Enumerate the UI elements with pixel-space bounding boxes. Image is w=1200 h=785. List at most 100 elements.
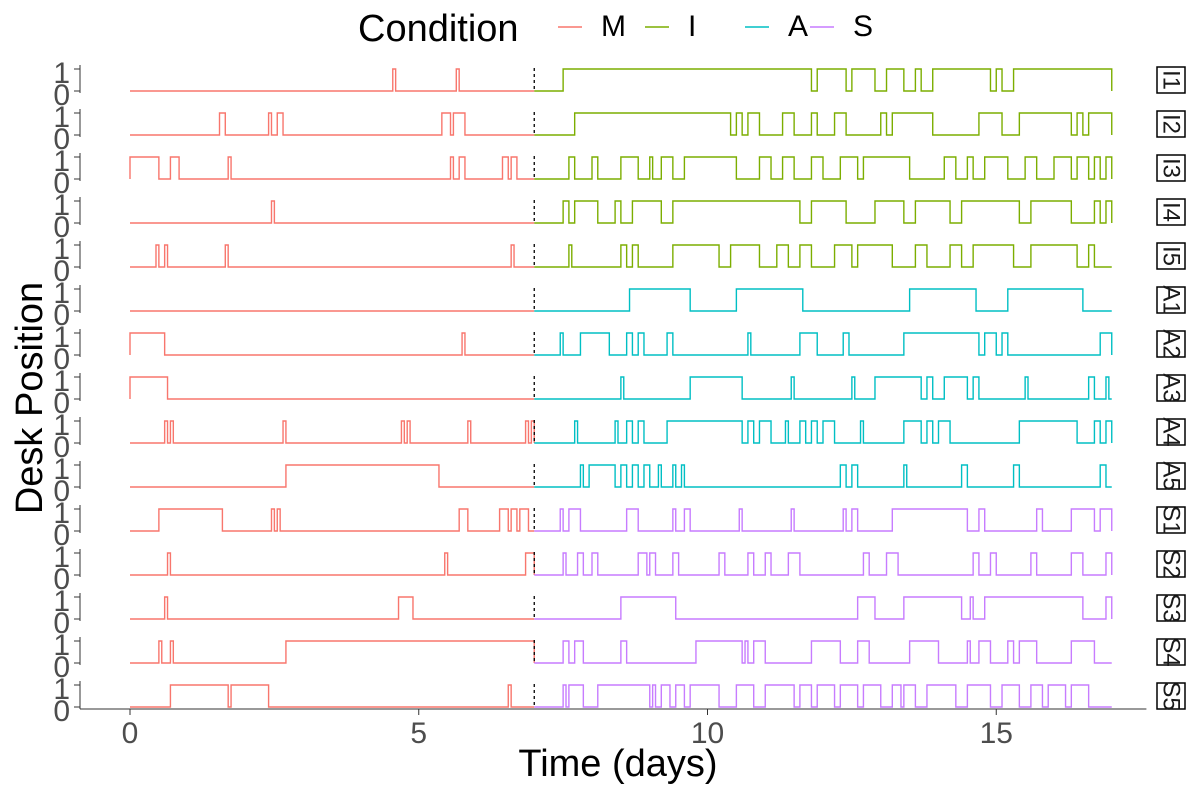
y-tick-label-1: 1 bbox=[53, 57, 70, 90]
panel-S4: 10 S4 bbox=[53, 629, 1186, 684]
strip-box bbox=[1156, 682, 1186, 710]
strip-label: I2 bbox=[1158, 114, 1185, 134]
y-tick-label-1: 1 bbox=[53, 409, 70, 442]
strip-A2: A2 bbox=[1156, 329, 1186, 359]
strip-I3: I3 bbox=[1156, 154, 1186, 182]
strip-label: S4 bbox=[1158, 637, 1185, 666]
panel-S2: 10 S2 bbox=[53, 541, 1186, 596]
series-M-S1 bbox=[130, 508, 535, 532]
strip-label: A2 bbox=[1158, 329, 1185, 358]
strip-label: A4 bbox=[1158, 417, 1185, 446]
strip-I4: I4 bbox=[1156, 198, 1186, 226]
x-axis: 0 5 10 15 bbox=[79, 681, 1147, 750]
strip-A4: A4 bbox=[1156, 417, 1186, 447]
panel-I4: 10 I4 bbox=[53, 189, 1186, 244]
series-M-S4 bbox=[130, 640, 535, 664]
y-tick-label-1: 1 bbox=[53, 629, 70, 662]
legend: Condition M I A S bbox=[358, 8, 873, 50]
strip-A1: A1 bbox=[1156, 285, 1186, 315]
y-tick-label-0: 0 bbox=[53, 519, 70, 552]
panel-S1: 10 S1 bbox=[53, 497, 1186, 552]
series-M-I1 bbox=[130, 68, 535, 92]
strip-label: A3 bbox=[1158, 373, 1185, 402]
y-tick-label-1: 1 bbox=[53, 453, 70, 486]
strip-S5: S5 bbox=[1156, 681, 1186, 711]
panel-I5: 10 I5 bbox=[53, 233, 1186, 288]
y-tick-label-0: 0 bbox=[53, 607, 70, 640]
strip-A3: A3 bbox=[1156, 373, 1186, 403]
y-tick-label-1: 1 bbox=[53, 145, 70, 178]
y-tick-label-1: 1 bbox=[53, 101, 70, 134]
series-I-I4 bbox=[534, 200, 1113, 224]
strip-box bbox=[1156, 506, 1186, 534]
strip-box bbox=[1156, 286, 1186, 314]
strip-box bbox=[1156, 462, 1186, 490]
y-tick-label-0: 0 bbox=[53, 255, 70, 288]
strip-box bbox=[1156, 594, 1186, 622]
strip-box bbox=[1156, 110, 1186, 138]
series-S-S4 bbox=[534, 640, 1112, 664]
series-M-I5 bbox=[130, 244, 535, 268]
x-axis-title: Time (days) bbox=[518, 743, 717, 785]
series-A-A1 bbox=[534, 288, 1112, 312]
strip-I1: I1 bbox=[1156, 66, 1186, 94]
strip-box bbox=[1156, 154, 1186, 182]
series-S-S2 bbox=[534, 552, 1113, 576]
series-M-A2 bbox=[129, 332, 535, 356]
series-S-S3 bbox=[534, 596, 1113, 620]
x-tick-label-0: 0 bbox=[122, 717, 139, 750]
y-tick-label-1: 1 bbox=[53, 673, 70, 706]
strip-S2: S2 bbox=[1156, 549, 1186, 579]
y-tick-label-1: 1 bbox=[53, 321, 70, 354]
strip-box bbox=[1156, 374, 1186, 402]
strip-label: I3 bbox=[1158, 158, 1185, 178]
series-M-S5 bbox=[130, 684, 535, 708]
y-tick-label-0: 0 bbox=[53, 563, 70, 596]
series-M-S2 bbox=[130, 552, 535, 576]
strip-label: A1 bbox=[1158, 285, 1185, 314]
y-tick-label-0: 0 bbox=[53, 79, 70, 112]
y-tick-label-0: 0 bbox=[53, 651, 70, 684]
y-tick-label-1: 1 bbox=[53, 585, 70, 618]
strip-label: S2 bbox=[1158, 549, 1185, 578]
y-tick-label-0: 0 bbox=[53, 695, 70, 728]
series-I-I3 bbox=[534, 156, 1113, 180]
legend-label-S: S bbox=[853, 10, 873, 43]
strip-I2: I2 bbox=[1156, 110, 1186, 138]
panel-A4: 10 A4 bbox=[53, 409, 1186, 464]
panel-A1: 10 A1 bbox=[53, 277, 1186, 332]
series-S-S5 bbox=[534, 684, 1112, 708]
series-A-A5 bbox=[534, 464, 1112, 488]
y-tick-label-0: 0 bbox=[53, 211, 70, 244]
legend-label-I: I bbox=[688, 10, 696, 43]
y-tick-label-1: 1 bbox=[53, 497, 70, 530]
series-I-I5 bbox=[534, 244, 1112, 268]
series-I-I1 bbox=[534, 68, 1113, 92]
strip-label: S1 bbox=[1158, 505, 1185, 534]
y-tick-label-0: 0 bbox=[53, 387, 70, 420]
panel-A3: 10 A3 bbox=[53, 365, 1186, 420]
legend-label-M: M bbox=[601, 10, 626, 43]
strip-box bbox=[1156, 638, 1186, 666]
strip-I5: I5 bbox=[1156, 242, 1186, 270]
series-I-I2 bbox=[534, 112, 1113, 136]
panel-I3: 10 I3 bbox=[53, 145, 1186, 200]
series-M-I3 bbox=[129, 156, 535, 180]
strip-S1: S1 bbox=[1156, 505, 1186, 535]
panel-S3: 10 S3 bbox=[53, 585, 1186, 640]
panel-A5: 10 A5 bbox=[53, 453, 1186, 508]
strip-box bbox=[1156, 198, 1186, 226]
y-tick-label-1: 1 bbox=[53, 189, 70, 222]
strip-label: A5 bbox=[1158, 461, 1185, 490]
y-tick-label-1: 1 bbox=[53, 365, 70, 398]
x-tick-label-15: 15 bbox=[980, 717, 1013, 750]
strip-box bbox=[1156, 66, 1186, 94]
series-A-A4 bbox=[534, 420, 1113, 444]
panel-A2: 10 A2 bbox=[53, 321, 1186, 376]
strip-label: S5 bbox=[1158, 681, 1185, 710]
x-tick-label-5: 5 bbox=[410, 717, 427, 750]
series-A-A2 bbox=[534, 332, 1113, 356]
strip-box bbox=[1156, 418, 1186, 446]
y-tick-label-0: 0 bbox=[53, 167, 70, 200]
